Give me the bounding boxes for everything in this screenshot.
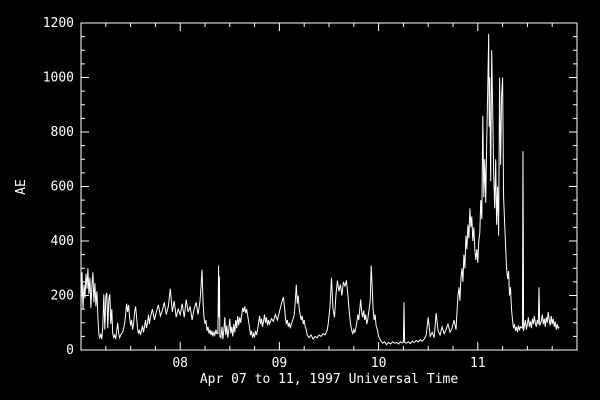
x-axis-tick-labels: 08 09 10 11 <box>172 356 485 371</box>
x-axis-title: Apr 07 to 11, 1997 Universal Time <box>200 372 458 387</box>
ae-series-line <box>80 33 560 346</box>
x-tick-label: 08 <box>172 356 188 371</box>
x-tick-label: 10 <box>371 356 387 371</box>
x-tick-label: 11 <box>470 356 486 371</box>
y-tick-label: 1000 <box>43 71 74 86</box>
y-tick-label: 200 <box>51 289 74 304</box>
y-tick-label: 0 <box>66 343 74 358</box>
y-tick-label: 800 <box>51 125 74 140</box>
y-tick-label: 600 <box>51 180 74 195</box>
x-tick-label: 09 <box>272 356 288 371</box>
y-tick-label: 400 <box>51 234 74 249</box>
axis-ticks <box>81 22 577 351</box>
y-axis-label: AE <box>14 179 29 195</box>
y-axis-tick-labels: 0 200 400 600 800 1000 1200 <box>43 16 74 358</box>
y-tick-label: 1200 <box>43 16 74 31</box>
